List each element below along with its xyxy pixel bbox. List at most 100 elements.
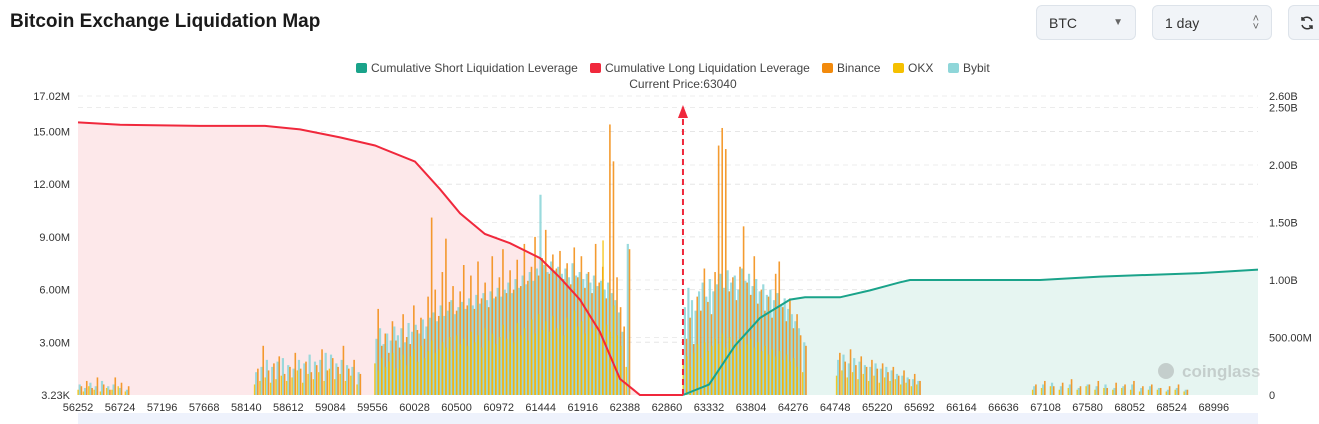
bar-okx [757, 342, 759, 395]
bar-binance [774, 273, 777, 395]
bar-binance [289, 366, 291, 395]
y-left-tick-label: 12.00M [33, 179, 70, 191]
coin-select[interactable]: BTC ▼ [1036, 5, 1136, 40]
x-tick-label: 66636 [988, 402, 1019, 414]
bar-okx [285, 380, 288, 395]
x-tick-label: 62388 [610, 402, 641, 414]
bar-okx [835, 375, 838, 395]
bar-okx [796, 366, 799, 395]
bar-binance [85, 380, 88, 395]
bar-bybit [375, 338, 378, 395]
bar-bybit [351, 366, 354, 395]
legend-item-cumulative-long-liquidation-leverage[interactable]: Cumulative Long Liquidation Leverage [590, 61, 810, 75]
bar-binance [294, 352, 297, 395]
legend-item-cumulative-short-liquidation-leverage[interactable]: Cumulative Short Liquidation Leverage [356, 61, 578, 75]
updown-chevron-icon: ˄ ˅ [1252, 12, 1259, 33]
bar-binance [462, 265, 465, 395]
bar-bybit [418, 333, 421, 395]
bar-bybit [83, 387, 87, 395]
range-select[interactable]: 1 day ˄ ˅ [1152, 5, 1272, 40]
y-right-tick-label: 1.00B [1269, 275, 1298, 287]
bar-bybit [557, 266, 560, 395]
bar-binance [700, 310, 702, 395]
legend-item-bybit[interactable]: Bybit [948, 61, 990, 75]
bar-binance [609, 124, 611, 395]
bar-binance [1097, 380, 1100, 395]
bar-binance [395, 340, 397, 395]
bar-bybit [712, 291, 715, 395]
bar-okx [541, 330, 544, 395]
bar-binance [1159, 387, 1162, 395]
bar-okx [595, 322, 597, 395]
bar-okx [452, 351, 455, 395]
bar-bybit [730, 282, 733, 395]
bar-okx [736, 340, 738, 395]
bar-bybit [837, 359, 840, 395]
bar-bybit [879, 368, 883, 395]
x-tick-label: 68524 [1156, 402, 1187, 414]
bar-okx [696, 344, 699, 395]
bar-okx [768, 354, 770, 395]
bar-okx [1165, 391, 1168, 395]
bar-bybit [386, 333, 389, 395]
bar-okx [746, 344, 749, 395]
bar-okx [328, 368, 331, 395]
legend-item-okx[interactable]: OKX [893, 61, 933, 75]
legend-label: Bybit [963, 61, 990, 75]
bar-binance [1044, 380, 1046, 395]
bar-binance [452, 286, 454, 395]
bar-binance [347, 368, 350, 395]
bar-okx [728, 337, 731, 395]
bar-okx [377, 370, 380, 395]
bar-okx [531, 319, 533, 395]
legend-item-binance[interactable]: Binance [822, 61, 881, 75]
bar-binance [534, 236, 536, 395]
bar-bybit [560, 273, 563, 395]
bar-bybit [478, 303, 481, 395]
bar-okx [431, 340, 433, 395]
bar-okx [513, 342, 515, 395]
bar-bybit [500, 296, 503, 395]
bar-okx [502, 324, 504, 395]
bar-binance [913, 373, 916, 395]
bar-bybit [1050, 382, 1054, 395]
bar-okx [693, 352, 695, 395]
bar-okx [384, 366, 387, 395]
legend-swatch [590, 63, 601, 73]
bar-bybit [542, 265, 546, 395]
bar-bybit [614, 300, 617, 395]
x-tick-label: 59556 [357, 402, 388, 414]
bar-binance [1133, 380, 1135, 395]
bar-okx [620, 345, 622, 395]
bar-binance [1079, 386, 1082, 395]
bar-okx [259, 380, 261, 395]
bar-bybit [589, 282, 592, 395]
x-tick-label: 67108 [1030, 402, 1061, 414]
bar-binance [257, 368, 259, 395]
bar-okx [548, 331, 551, 395]
bar-okx [801, 372, 804, 395]
coinglass-watermark: coinglass [1158, 362, 1260, 381]
refresh-button[interactable] [1288, 5, 1319, 40]
bar-binance [262, 345, 265, 395]
bar-bybit [432, 312, 435, 395]
svg-text:coinglass: coinglass [1182, 362, 1260, 381]
bar-okx [301, 382, 304, 395]
bar-bybit [765, 294, 768, 395]
bar-bybit [421, 319, 424, 395]
bar-bybit [428, 317, 432, 395]
bar-okx [910, 386, 913, 395]
bar-okx [275, 379, 277, 395]
legend-label: Cumulative Short Liquidation Leverage [371, 61, 578, 75]
bar-okx [1112, 389, 1114, 395]
bar-binance [1150, 384, 1153, 395]
bar-okx [88, 386, 90, 395]
y-left-tick-label: 15.00M [33, 126, 70, 138]
bar-bybit [911, 379, 915, 395]
zoom-slider[interactable] [78, 413, 1258, 424]
bar-bybit [546, 272, 549, 395]
x-tick-label: 56252 [63, 402, 94, 414]
bar-okx [764, 345, 766, 395]
y-right-tick-label: 2.60B [1269, 91, 1298, 103]
bar-okx [534, 333, 537, 395]
